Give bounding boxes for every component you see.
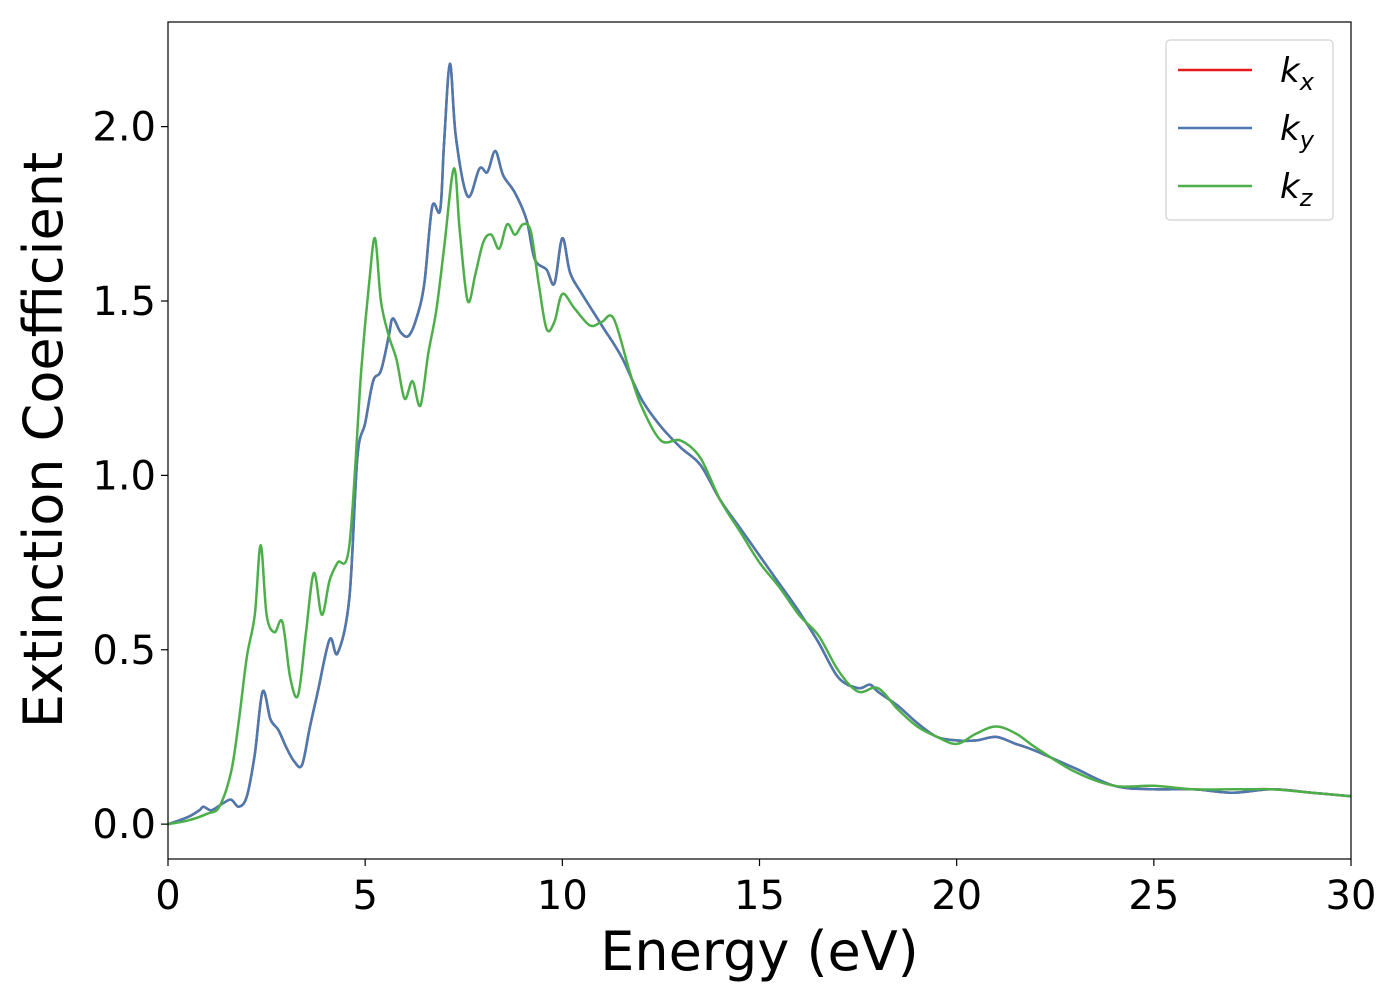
y-tick-label: 2.0 [92,105,156,151]
x-axis-label: Energy (eV) [600,920,919,983]
legend-label-subscript: x [1299,68,1315,96]
legend-label-ky: ky [1280,109,1315,154]
legend-label-subscript: z [1299,184,1314,212]
y-tick-label: 1.5 [92,279,156,325]
series-line-kz [167,167,1352,826]
x-tick-label: 20 [931,873,982,919]
x-tick-label: 0 [155,873,180,919]
legend-label-base: k [1280,109,1301,149]
x-tick-label: 30 [1326,873,1377,919]
y-tick-label: 0.5 [92,628,156,674]
legend-label-base: k [1280,51,1301,91]
plot-background [168,22,1351,859]
y-tick-label: 0.0 [92,802,156,848]
x-tick-label: 15 [734,873,785,919]
legend-label-base: k [1280,167,1301,207]
x-tick-label: 5 [352,873,377,919]
x-axis-ticks: 0 5 10 15 20 25 30 [155,859,1376,919]
legend-label-kx: kx [1280,51,1315,96]
series-layer [167,62,1352,826]
legend-label-kz: kz [1280,167,1314,212]
y-axis-label: Extinction Coefficient [12,152,75,728]
y-axis-ticks: 0.0 0.5 1.0 1.5 2.0 [92,105,168,848]
x-tick-label: 25 [1128,873,1179,919]
y-tick-label: 1.0 [92,453,156,499]
x-tick-label: 10 [537,873,588,919]
legend-frame [1165,39,1334,221]
legend-label-subscript: y [1299,126,1315,154]
